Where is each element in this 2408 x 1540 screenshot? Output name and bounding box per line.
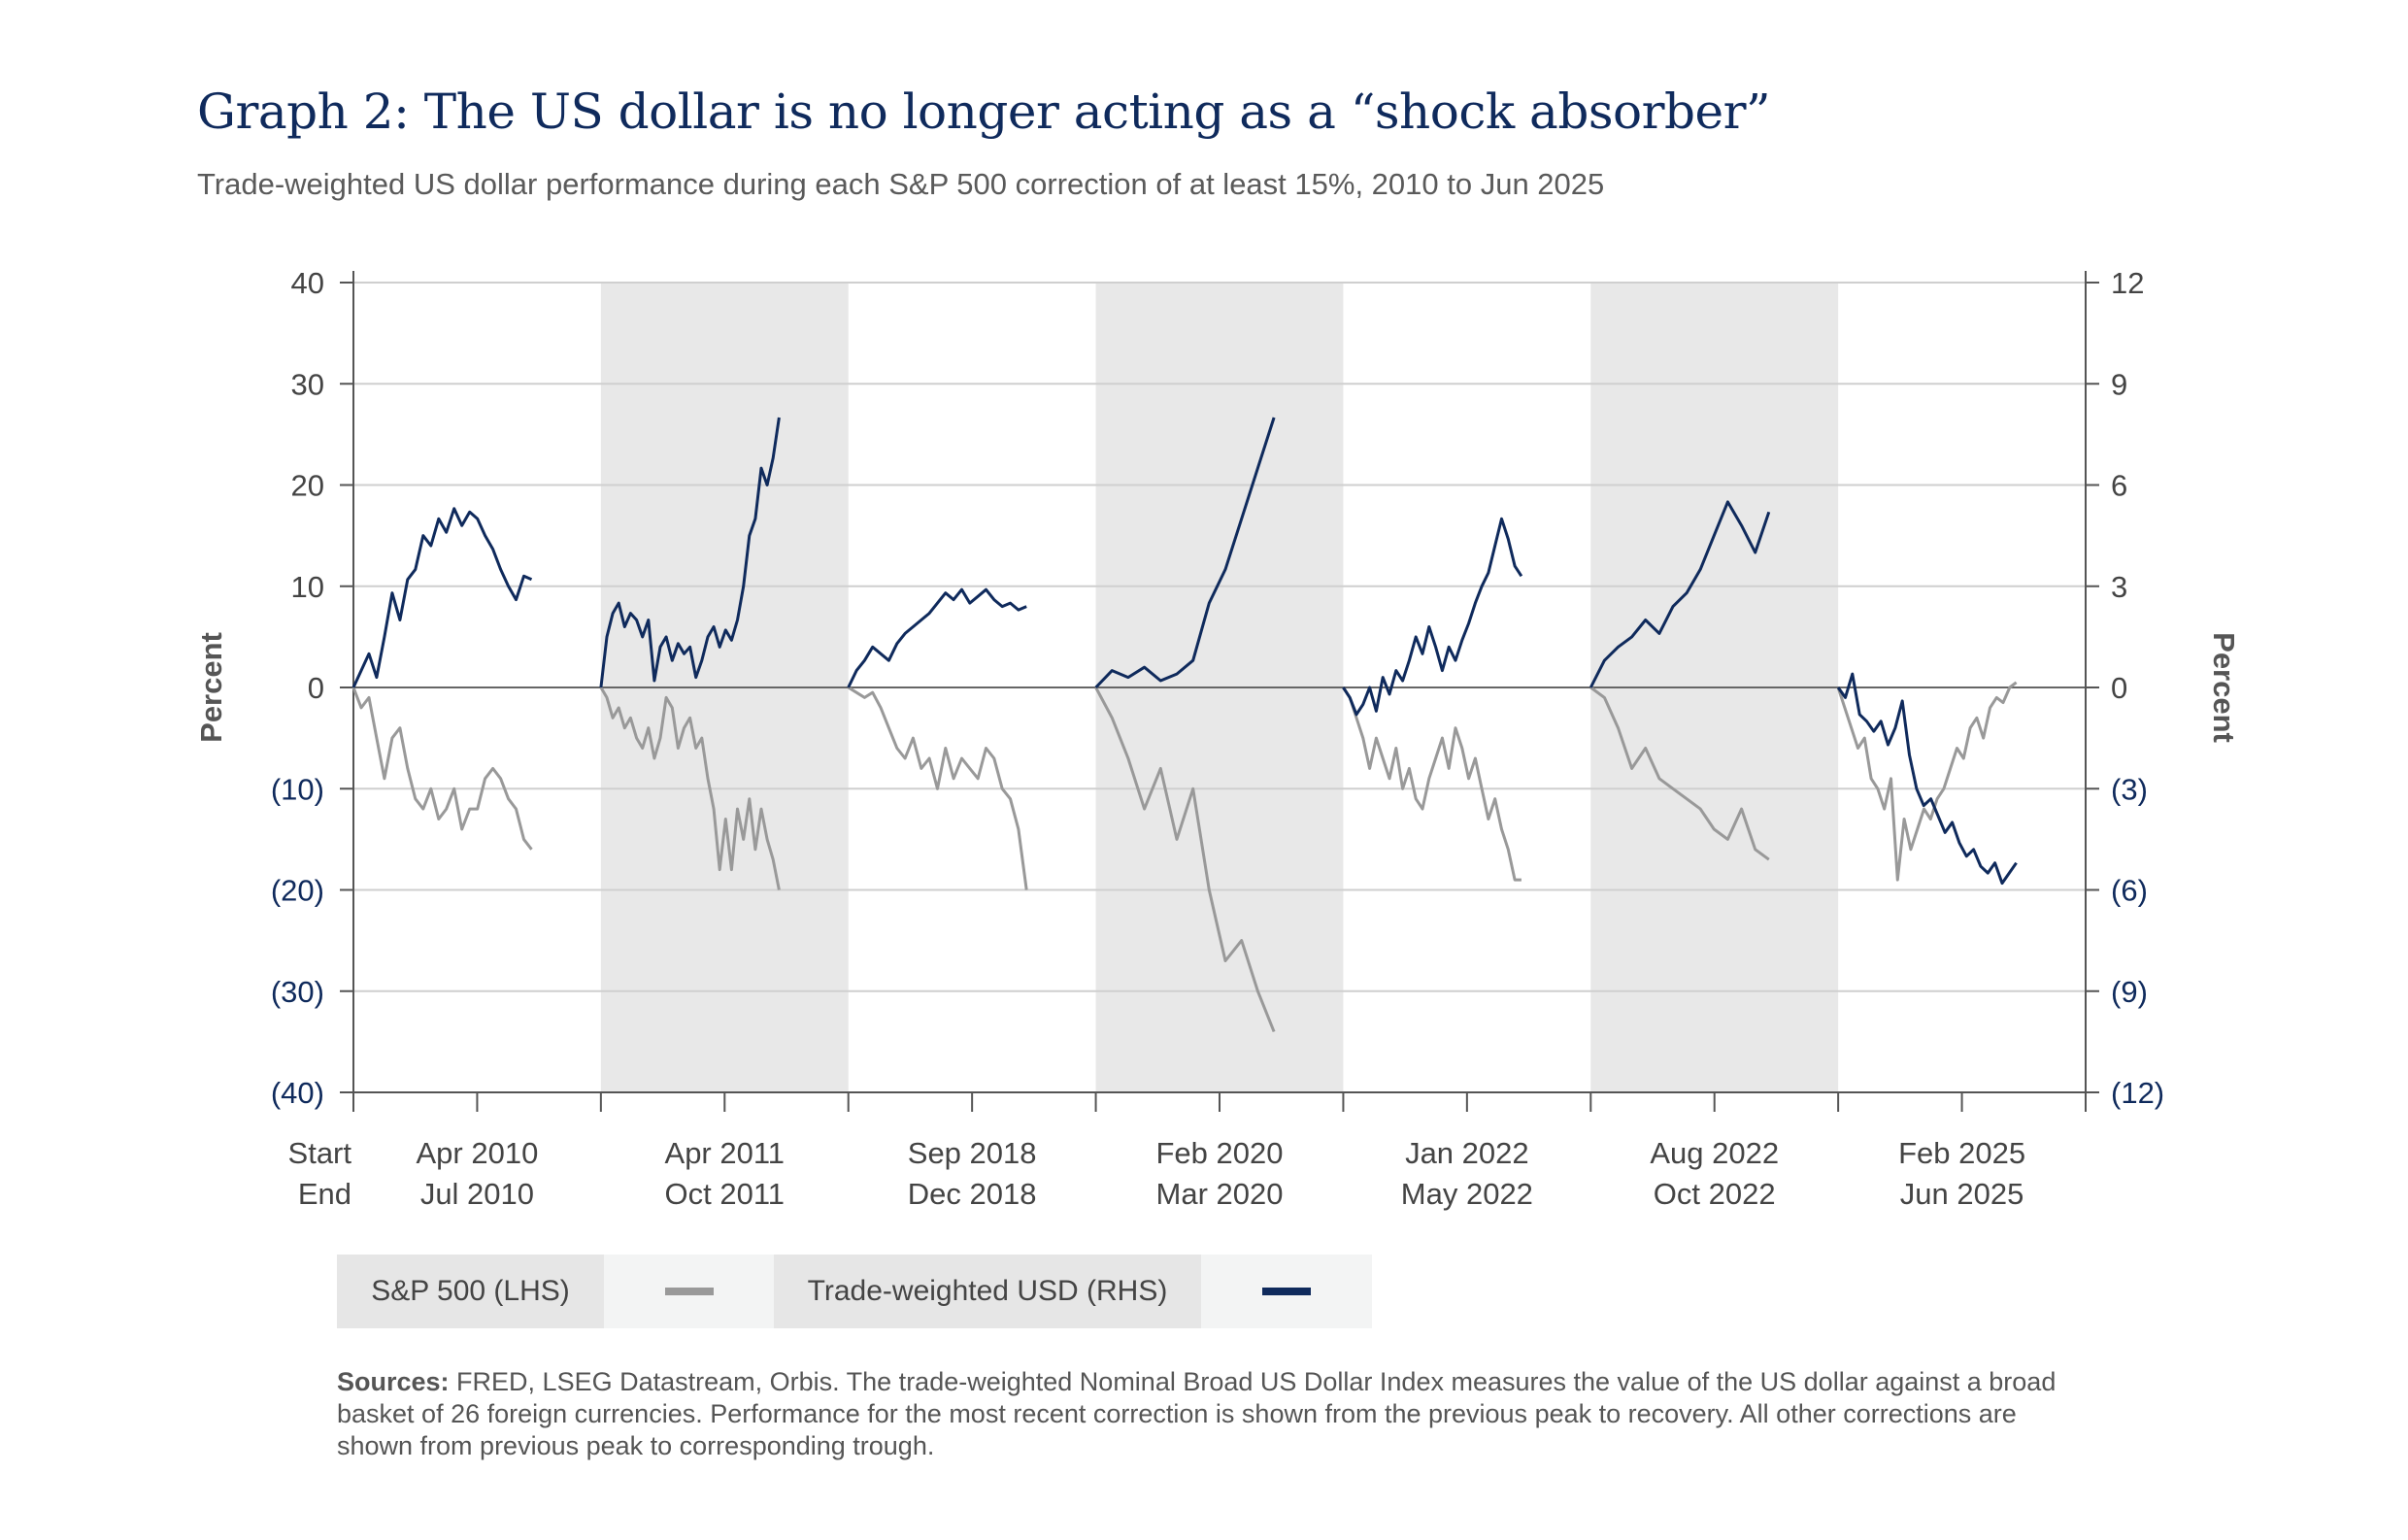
right-tick-label-5: (3) xyxy=(2111,772,2148,806)
right-tick-label-4: 0 xyxy=(2111,671,2127,705)
left-tick-label-7: (30) xyxy=(271,975,324,1009)
sp500-line-1 xyxy=(599,686,781,890)
left-tick-label-0: 40 xyxy=(291,266,324,300)
x-label-end-2: Dec 2018 xyxy=(908,1177,1037,1211)
x-label-start-1: Apr 2011 xyxy=(665,1136,786,1170)
legend-swatch-sp500 xyxy=(604,1255,774,1328)
x-label-end-1: Oct 2011 xyxy=(665,1177,786,1211)
left-tick-label-5: (10) xyxy=(271,772,324,806)
x-label-start-3: Feb 2020 xyxy=(1156,1136,1284,1170)
sp500-line-0 xyxy=(351,686,533,851)
chart-subtitle: Trade-weighted US dollar performance dur… xyxy=(197,167,1605,201)
x-label-end-4: May 2022 xyxy=(1401,1177,1533,1211)
right-tick-label-1: 9 xyxy=(2111,367,2127,401)
x-label-start-6: Feb 2025 xyxy=(1898,1136,2025,1170)
usd-line-4 xyxy=(1342,517,1523,717)
right-tick-label-0: 12 xyxy=(2111,266,2144,300)
chart-legend: S&P 500 (LHS) Trade-weighted USD (RHS) xyxy=(337,1255,1372,1328)
chart-title: Graph 2: The US dollar is no longer acti… xyxy=(197,84,1771,140)
usd-line-3 xyxy=(1094,417,1276,689)
usd-line-1 xyxy=(599,417,781,688)
x-label-end-3: Mar 2020 xyxy=(1156,1177,1284,1211)
legend-label-usd: Trade-weighted USD (RHS) xyxy=(774,1255,1201,1328)
right-axis-title: Percent xyxy=(2207,632,2241,743)
left-tick-label-4: 0 xyxy=(308,671,324,705)
sp500-line-2 xyxy=(847,686,1028,890)
x-label-end-6: Jun 2025 xyxy=(1900,1177,2024,1211)
usd-line-5 xyxy=(1589,500,1771,688)
x-label-start-0: Apr 2010 xyxy=(417,1136,539,1170)
left-tick-label-2: 20 xyxy=(291,469,324,503)
x-label-start-5: Aug 2022 xyxy=(1650,1136,1779,1170)
x-label-end-0: Jul 2010 xyxy=(420,1177,534,1211)
right-tick-label-6: (6) xyxy=(2111,874,2148,908)
sp500-line-5 xyxy=(1589,686,1770,861)
sp500-line-4 xyxy=(1342,686,1522,882)
left-tick-label-8: (40) xyxy=(271,1076,324,1110)
legend-line-usd xyxy=(1262,1288,1311,1295)
left-tick-label-3: 10 xyxy=(291,570,324,604)
legend-line-sp500 xyxy=(664,1288,714,1295)
usd-line-6 xyxy=(1836,672,2018,886)
x-first-label-end: End xyxy=(298,1177,351,1211)
usd-line-2 xyxy=(847,587,1027,688)
right-tick-label-3: 3 xyxy=(2111,570,2127,604)
x-first-label-start: Start xyxy=(288,1136,352,1170)
sources-label: Sources: xyxy=(337,1367,450,1396)
legend-swatch-usd xyxy=(1201,1255,1372,1328)
sp500-line-3 xyxy=(1094,686,1276,1033)
left-tick-label-6: (20) xyxy=(271,874,324,908)
sources-note: Sources: FRED, LSEG Datastream, Orbis. T… xyxy=(337,1366,2085,1462)
sp500-line-6 xyxy=(1836,681,2018,882)
right-tick-label-7: (9) xyxy=(2111,975,2148,1009)
right-tick-label-2: 6 xyxy=(2111,469,2127,503)
x-label-start-4: Jan 2022 xyxy=(1405,1136,1529,1170)
x-label-start-2: Sep 2018 xyxy=(908,1136,1037,1170)
sources-text: FRED, LSEG Datastream, Orbis. The trade-… xyxy=(337,1367,2057,1460)
legend-label-sp500: S&P 500 (LHS) xyxy=(337,1255,604,1328)
right-tick-label-8: (12) xyxy=(2111,1076,2164,1110)
x-label-end-5: Oct 2022 xyxy=(1654,1177,1776,1211)
left-axis-title: Percent xyxy=(194,632,228,743)
usd-line-0 xyxy=(351,507,533,688)
left-tick-label-1: 30 xyxy=(291,367,324,401)
